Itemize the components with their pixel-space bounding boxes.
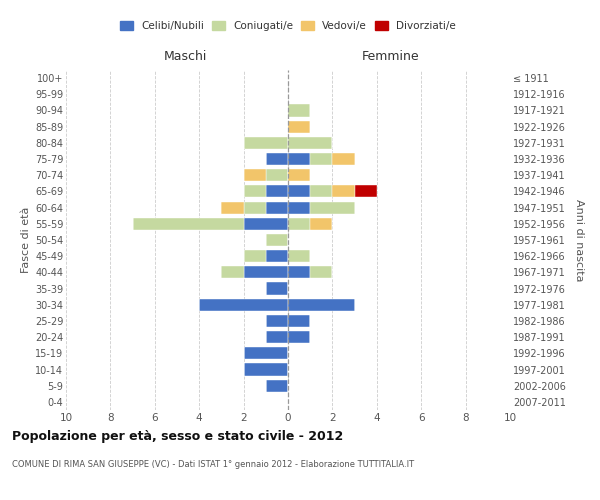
Bar — [266, 169, 288, 181]
Bar — [288, 250, 310, 262]
Bar — [244, 186, 266, 198]
Bar — [244, 218, 288, 230]
Bar — [288, 153, 310, 165]
Text: COMUNE DI RIMA SAN GIUSEPPE (VC) - Dati ISTAT 1° gennaio 2012 - Elaborazione TUT: COMUNE DI RIMA SAN GIUSEPPE (VC) - Dati … — [12, 460, 414, 469]
Bar — [310, 218, 332, 230]
Bar — [288, 186, 310, 198]
Bar — [244, 169, 266, 181]
Bar — [133, 218, 244, 230]
Bar — [266, 153, 288, 165]
Bar — [244, 364, 288, 376]
Bar — [288, 218, 310, 230]
Bar — [355, 186, 377, 198]
Bar — [310, 153, 332, 165]
Bar — [244, 202, 266, 213]
Bar — [288, 266, 310, 278]
Bar — [310, 202, 355, 213]
Text: Popolazione per età, sesso e stato civile - 2012: Popolazione per età, sesso e stato civil… — [12, 430, 343, 443]
Bar — [288, 120, 310, 132]
Text: Maschi: Maschi — [164, 50, 208, 63]
Y-axis label: Anni di nascita: Anni di nascita — [574, 198, 584, 281]
Text: Femmine: Femmine — [361, 50, 419, 63]
Bar — [332, 186, 355, 198]
Bar — [244, 348, 288, 360]
Bar — [266, 234, 288, 246]
Bar — [288, 315, 310, 327]
Bar — [244, 250, 266, 262]
Legend: Celibi/Nubili, Coniugati/e, Vedovi/e, Divorziati/e: Celibi/Nubili, Coniugati/e, Vedovi/e, Di… — [117, 18, 459, 34]
Bar — [266, 331, 288, 343]
Bar — [244, 137, 288, 149]
Bar — [244, 266, 288, 278]
Bar — [221, 266, 244, 278]
Bar — [266, 380, 288, 392]
Bar — [199, 298, 288, 311]
Bar — [332, 153, 355, 165]
Bar — [266, 186, 288, 198]
Bar — [310, 266, 332, 278]
Bar — [288, 202, 310, 213]
Bar — [266, 202, 288, 213]
Bar — [266, 315, 288, 327]
Bar — [288, 137, 332, 149]
Y-axis label: Fasce di età: Fasce di età — [20, 207, 31, 273]
Bar — [266, 282, 288, 294]
Bar — [288, 104, 310, 117]
Bar — [266, 250, 288, 262]
Bar — [221, 202, 244, 213]
Bar — [288, 298, 355, 311]
Bar — [288, 331, 310, 343]
Bar — [288, 169, 310, 181]
Bar — [310, 186, 332, 198]
